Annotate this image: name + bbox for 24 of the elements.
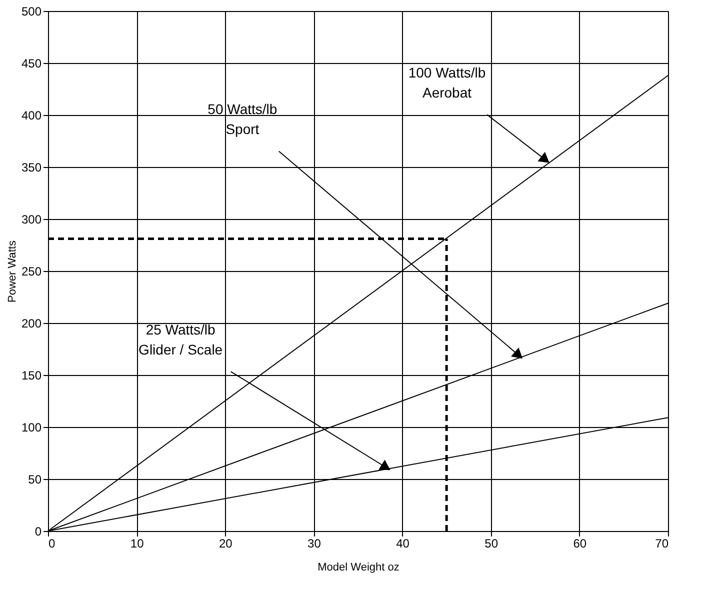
y-tick-label: 150 xyxy=(21,368,42,382)
y-tick-label: 100 xyxy=(21,420,42,434)
y-axis-title: Power Watts xyxy=(6,240,18,302)
x-tick-label: 10 xyxy=(130,536,144,550)
y-tick-label: 200 xyxy=(21,316,42,330)
y-tick-label: 500 xyxy=(21,4,42,18)
x-tick-label: 70 xyxy=(655,536,669,550)
x-tick-label: 50 xyxy=(484,536,498,550)
x-tick-label: 0 xyxy=(48,536,56,550)
y-tick-label: 400 xyxy=(21,108,42,122)
y-tick-label: 50 xyxy=(28,472,42,486)
x-tick-label: 60 xyxy=(573,536,587,550)
y-tick-label: 250 xyxy=(21,264,42,278)
annotation: 25 Watts/lb Glider / Scale xyxy=(138,322,223,358)
y-tick-label: 350 xyxy=(21,160,42,174)
x-tick-label: 30 xyxy=(308,536,322,550)
y-tick-label: 300 xyxy=(21,212,42,226)
y-tick-label: 450 xyxy=(21,56,42,70)
x-axis-title: Model Weight oz xyxy=(318,562,400,574)
y-tick-label: 0 xyxy=(34,524,42,538)
x-tick-label: 40 xyxy=(396,536,410,550)
annotation: 100 Watts/lb Aerobat xyxy=(408,64,486,101)
x-tick-label: 20 xyxy=(218,536,233,550)
annotation: 50 Watts/lb Sport xyxy=(208,101,278,138)
